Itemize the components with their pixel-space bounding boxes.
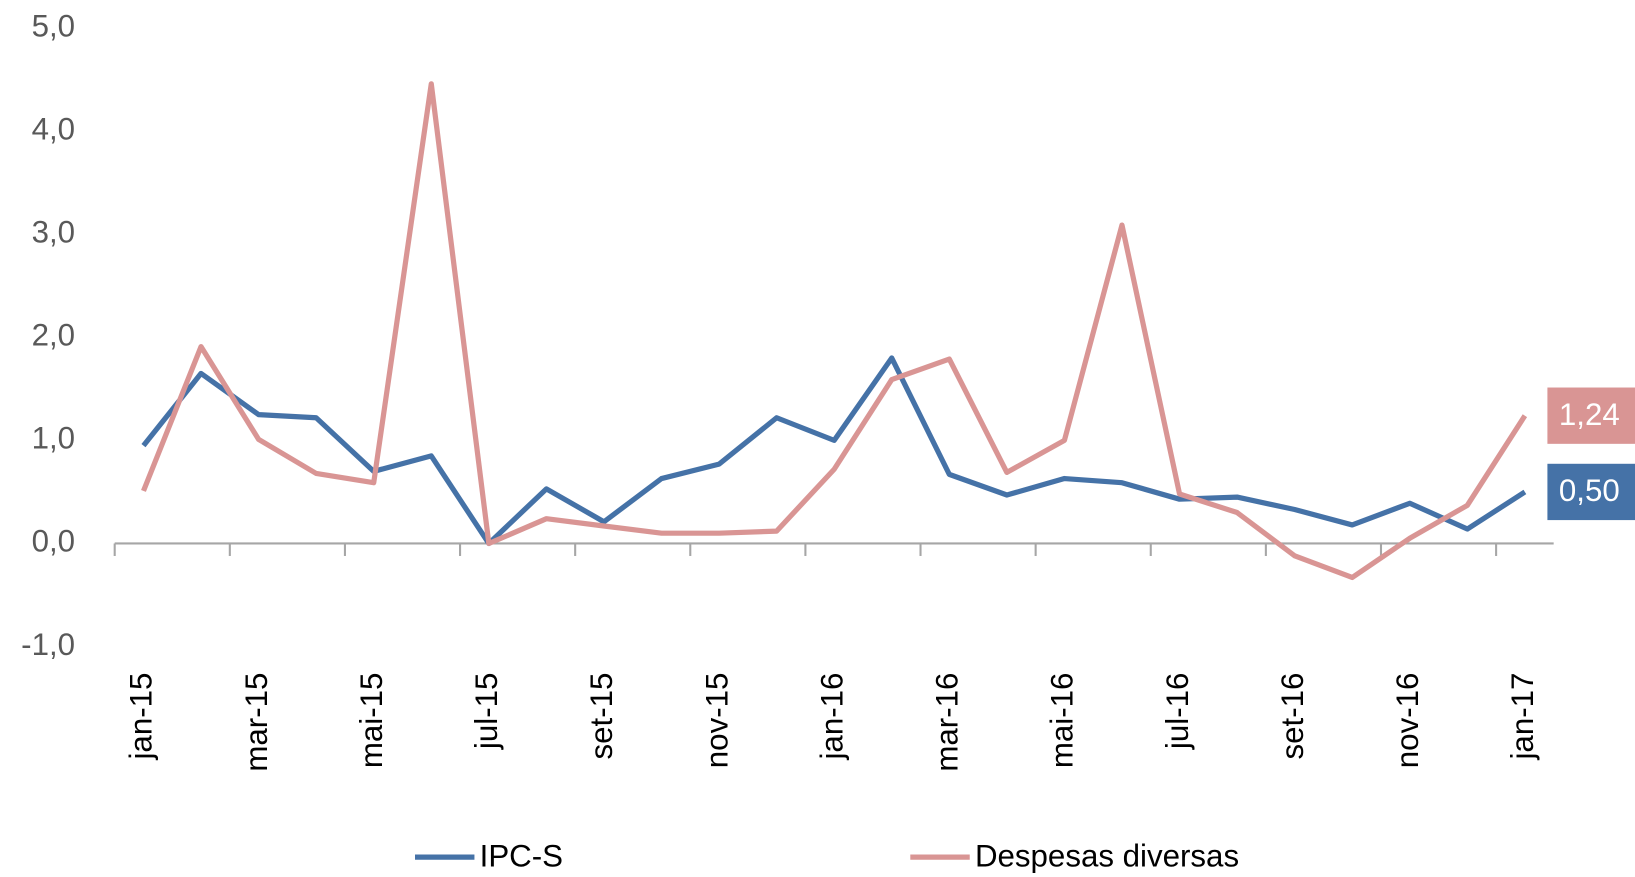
x-tick-label: set-16 (1275, 673, 1310, 760)
value-label: 1,24 (1559, 397, 1620, 432)
x-tick-label: jan-17 (1505, 673, 1540, 761)
series-line (141, 355, 1527, 547)
x-tick-label: mar-16 (930, 673, 965, 772)
y-tick-label: 4,0 (32, 112, 75, 147)
legend-label: IPC-S (480, 838, 563, 873)
x-tick-label: mai-15 (354, 673, 389, 769)
x-tick-label: jul-15 (469, 673, 504, 750)
y-tick-label: 3,0 (32, 215, 75, 250)
x-tick-label: set-15 (584, 673, 619, 760)
y-tick-label: -1,0 (21, 627, 75, 662)
x-tick-label: jan-16 (814, 673, 849, 761)
y-tick-label: 1,0 (32, 421, 75, 456)
x-tick-label: jul-16 (1160, 673, 1195, 750)
y-tick-label: 2,0 (32, 318, 75, 353)
value-label: 0,50 (1559, 473, 1620, 508)
y-tick-label: 0,0 (32, 524, 75, 559)
x-tick-label: nov-15 (699, 673, 734, 769)
y-tick-label: 5,0 (32, 8, 75, 43)
series-line (141, 81, 1528, 581)
x-tick-label: mai-16 (1045, 673, 1080, 769)
legend-label: Despesas diversas (975, 838, 1239, 873)
x-tick-label: nov-16 (1390, 673, 1425, 769)
value-label-box (1547, 387, 1635, 444)
x-tick-label: jan-15 (124, 673, 159, 761)
value-label-box (1547, 463, 1635, 521)
x-tick-label: mar-15 (239, 673, 274, 772)
